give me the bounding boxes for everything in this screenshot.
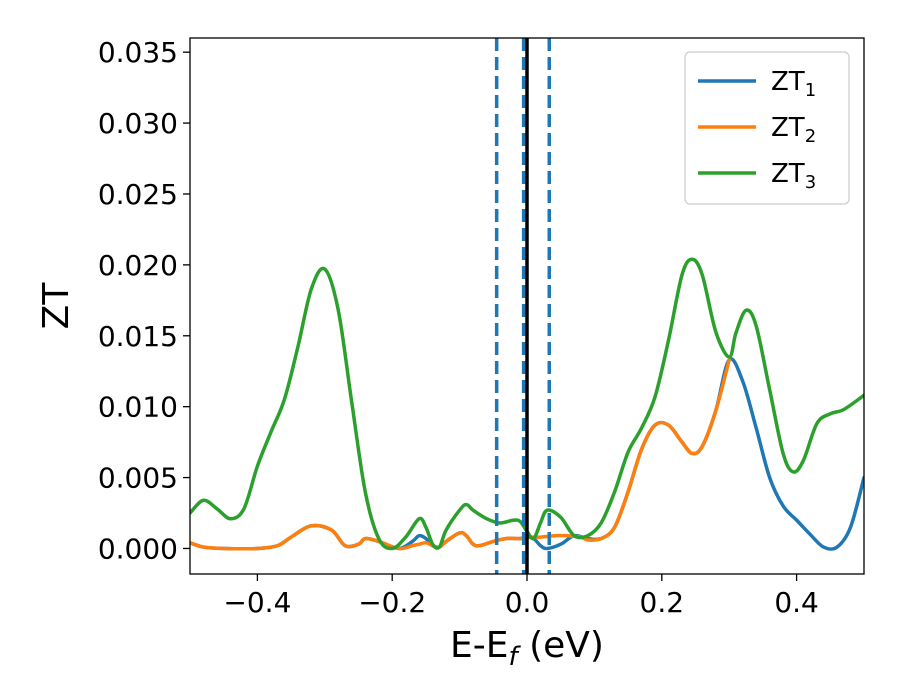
- x-axis-label-main: E-E: [450, 625, 508, 666]
- x-axis-label-unit: (eV): [518, 625, 604, 666]
- tick-layer: −0.4 −0.2 0.0 0.2 0.4 0.000 0.005 0.010 0.015 0.0…: [98, 36, 819, 619]
- x-tick-label: −0.4: [223, 586, 291, 619]
- legend-label-zt3: ZT3: [771, 159, 816, 193]
- x-axis-label: E-Ef (eV): [450, 625, 604, 672]
- y-tick-label: 0.005: [98, 462, 178, 495]
- y-tick-label: 0.000: [98, 532, 178, 565]
- legend-frame: [684, 51, 850, 205]
- x-tick-label: 0.0: [505, 586, 550, 619]
- y-tick-label: 0.010: [98, 391, 178, 424]
- y-tick-label: 0.030: [98, 107, 178, 140]
- y-tick-label: 0.015: [98, 320, 178, 353]
- y-tick-label: 0.025: [98, 178, 178, 211]
- legend-label-zt2: ZT2: [771, 113, 816, 147]
- y-tick-label: 0.035: [98, 36, 178, 69]
- x-tick-label: −0.2: [358, 586, 426, 619]
- x-tick-label: 0.2: [640, 586, 685, 619]
- legend-label-zt1: ZT1: [771, 67, 816, 101]
- y-tick-label: 0.020: [98, 249, 178, 282]
- legend: ZT1 ZT2 ZT3: [684, 51, 850, 205]
- y-axis-label: ZT: [36, 282, 77, 330]
- series-line-zt2: [190, 358, 731, 551]
- plot-layer: [190, 38, 864, 574]
- x-tick-label: 0.4: [774, 586, 819, 619]
